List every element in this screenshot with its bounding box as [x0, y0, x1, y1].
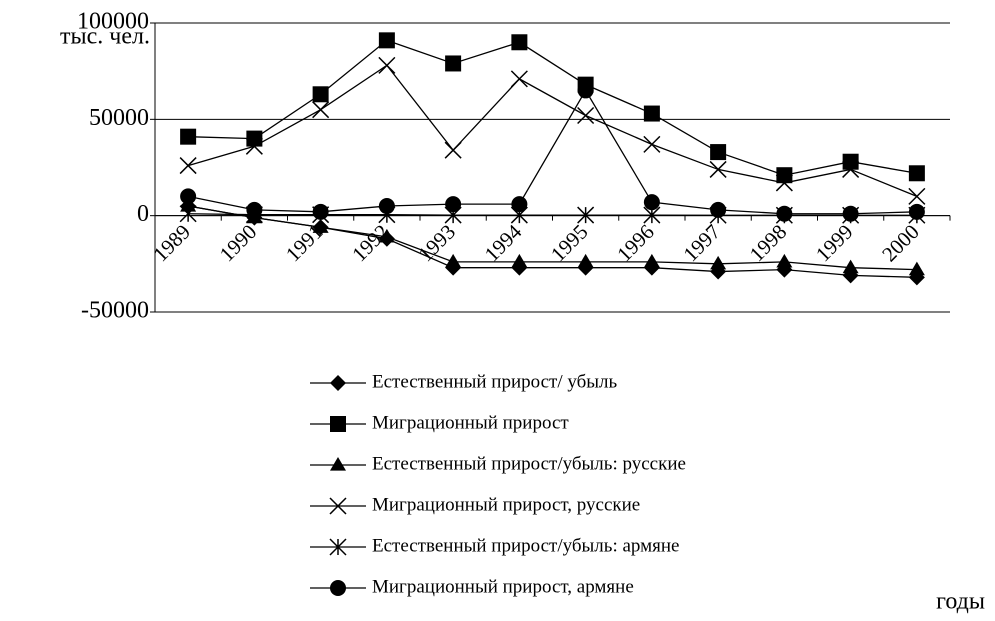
marker — [378, 32, 395, 49]
legend-label: Миграционный прирост, русские — [372, 494, 640, 515]
y-tick-label: 0 — [137, 201, 149, 227]
series-line — [188, 213, 917, 216]
marker — [908, 187, 926, 205]
x-axis-label: годы — [936, 589, 985, 615]
y-tick-label: -50000 — [81, 298, 149, 324]
series-line — [187, 89, 917, 215]
marker — [643, 105, 660, 122]
marker — [312, 203, 329, 220]
marker — [246, 201, 263, 218]
marker — [329, 497, 347, 515]
marker — [709, 160, 727, 178]
x-tick-label: 1990 — [215, 220, 262, 267]
marker — [179, 205, 197, 223]
marker — [577, 106, 595, 125]
x-tick-label: 1999 — [811, 220, 858, 267]
marker — [776, 253, 793, 268]
legend-label: Миграционный прирост — [372, 412, 569, 433]
marker — [710, 255, 727, 270]
marker — [908, 261, 925, 276]
marker — [330, 416, 346, 432]
x-tick-label: 2000 — [877, 220, 924, 267]
marker — [511, 253, 528, 268]
marker — [842, 153, 859, 170]
marker — [577, 206, 595, 224]
legend-label: Миграционный прирост, армяне — [372, 576, 634, 597]
marker — [776, 167, 793, 184]
marker — [245, 137, 263, 155]
marker — [330, 580, 346, 596]
marker — [511, 196, 528, 213]
y-tick-label: 100000 — [77, 9, 149, 35]
marker — [246, 130, 263, 147]
marker — [842, 259, 859, 274]
marker — [577, 82, 594, 99]
marker — [445, 196, 462, 213]
marker — [378, 228, 395, 243]
legend-label: Естественный прирост/убыль: армяне — [372, 535, 680, 556]
marker — [643, 194, 660, 211]
marker — [577, 253, 594, 268]
marker — [330, 457, 346, 471]
marker — [842, 160, 860, 178]
marker — [445, 55, 462, 72]
marker — [643, 253, 660, 268]
marker — [330, 375, 346, 391]
marker — [643, 135, 661, 153]
y-axis-label: тыс. чел. — [60, 24, 150, 50]
marker — [180, 188, 197, 205]
marker — [378, 198, 395, 215]
marker — [444, 141, 462, 159]
legend-label: Естественный прирост/ убыль — [372, 371, 618, 392]
marker — [312, 101, 330, 119]
marker — [378, 56, 396, 74]
marker — [180, 198, 197, 212]
marker — [179, 157, 197, 175]
marker — [908, 203, 925, 220]
series-line — [188, 39, 917, 176]
marker — [842, 205, 859, 222]
marker — [776, 205, 793, 222]
marker — [312, 219, 329, 233]
marker — [908, 165, 925, 182]
marker — [180, 128, 197, 145]
marker — [445, 253, 462, 268]
y-tick-label: 50000 — [89, 105, 149, 131]
marker — [710, 201, 727, 218]
marker — [329, 538, 347, 556]
legend-label: Естественный прирост/убыль: русские — [372, 453, 686, 474]
series-line — [187, 64, 918, 198]
marker — [312, 86, 329, 103]
marker — [775, 174, 793, 192]
series-line — [188, 205, 917, 271]
marker — [710, 144, 727, 161]
marker — [510, 70, 528, 88]
marker — [511, 34, 528, 51]
